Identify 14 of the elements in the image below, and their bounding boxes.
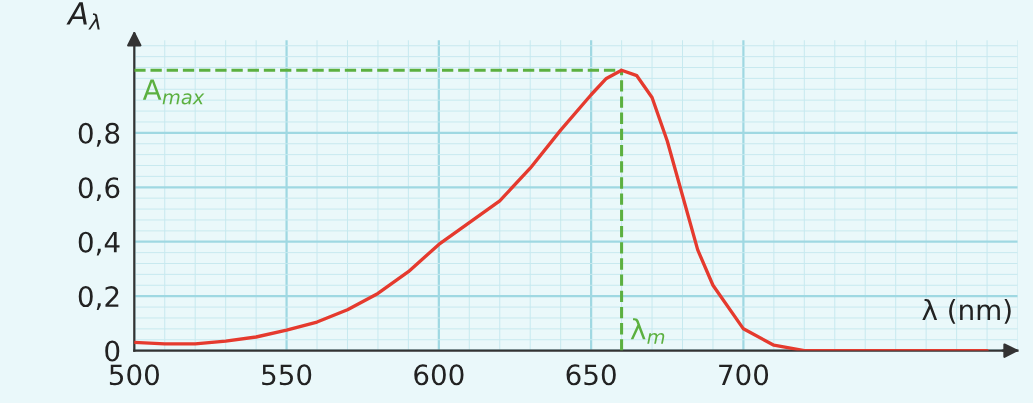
y-tick-label: 0: [105, 340, 120, 362]
ref-line-label: A$_{max}$: [142, 79, 205, 105]
x-tick-label: 650: [566, 364, 616, 386]
x-tick-label: 500: [109, 364, 159, 386]
y-tick-label: 0,8: [78, 122, 120, 147]
x-tick-label: 600: [414, 364, 464, 386]
x-tick-label: 700: [719, 364, 769, 386]
y-tick-label: 0,2: [78, 286, 119, 310]
y-tick-label: 0,6: [78, 177, 120, 202]
x-tick-label: 550: [262, 364, 312, 386]
x-axis-title: λ (nm): [922, 298, 1011, 324]
y-axis-title: A$_{λ}$: [66, 2, 100, 30]
ref-line-label: λ$_{m}$: [630, 318, 665, 344]
y-tick-label: 0,4: [78, 231, 120, 256]
